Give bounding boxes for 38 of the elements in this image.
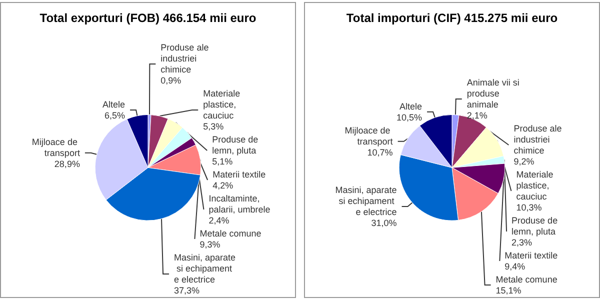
slice-label: Altele	[102, 99, 126, 110]
data-label: 9,3%	[200, 240, 220, 250]
data-label: 10,3%	[516, 202, 542, 212]
data-label: 2,3%	[512, 238, 532, 248]
data-label: 10,7%	[367, 147, 393, 158]
data-label: 2,4%	[208, 216, 230, 226]
data-label: 9,2%	[514, 156, 534, 166]
slice-label: Produse de lemn, pluta	[212, 134, 261, 156]
data-label: 4,2%	[212, 180, 234, 190]
chart-title: Total exporturi (FOB) 466.154 mii euro	[40, 11, 256, 25]
data-label: 15,1%	[496, 286, 522, 296]
slice-label: Materii textile	[212, 170, 266, 180]
slice-label: Produse ale industriei chimice	[160, 42, 212, 74]
slice-label: Mijloace de transport	[32, 136, 80, 158]
slice-label: Materiale plastice, cauciuc	[516, 170, 556, 202]
slice-label: Masini, aparate si echipament e electrice	[335, 185, 397, 218]
slice-label: Incaltaminte, palarii, umbrele	[208, 194, 270, 214]
slice-label: Materiale plastice, cauciuc	[203, 88, 243, 120]
slice-label: Mijloace de transport	[344, 125, 394, 146]
chart-title: Total importuri (CIF) 415.275 mii euro	[346, 11, 558, 25]
slice-label: Altele	[400, 101, 422, 112]
data-label: 10,5%	[396, 112, 422, 122]
slice-label: Masini, aparate si echipament e electrice	[174, 252, 236, 284]
slice-label: Metale comune	[496, 274, 558, 284]
data-label: 31,0%	[371, 218, 397, 228]
data-label: 6,5%	[104, 110, 126, 120]
slice-label: Produse de lemn, pluta	[512, 216, 560, 236]
data-label: 37,3%	[174, 286, 200, 296]
data-label: 9,4%	[504, 262, 526, 272]
data-label: 5,1%	[212, 156, 233, 166]
slice-label: Produse ale industriei chimice	[514, 124, 564, 156]
slice-label: Metale comune	[200, 228, 262, 238]
data-label: 28,9%	[54, 158, 80, 169]
data-label: 2,1%	[466, 110, 488, 120]
slice-label: Animale vii si produse animale	[466, 78, 522, 110]
slice-label: Materii textile	[504, 250, 558, 260]
data-label: 5,3%	[203, 122, 224, 132]
data-label: 0,9%	[160, 76, 182, 86]
